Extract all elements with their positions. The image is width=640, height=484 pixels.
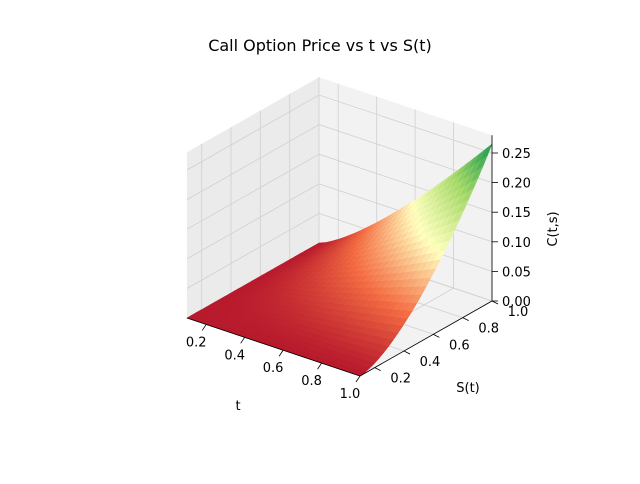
x-tick-label: 0.6 (263, 361, 284, 376)
x-tick-label: 0.2 (186, 335, 207, 350)
x-tick-mark (278, 350, 284, 357)
x-tick-label: 1.0 (340, 387, 361, 402)
y-tick-mark (374, 367, 381, 372)
x-tick-label: 0.8 (301, 374, 322, 389)
z-tick-label: 0.20 (502, 177, 531, 192)
y-tick-mark (433, 333, 440, 338)
surface-plot (186, 143, 493, 377)
y-tick-mark (491, 300, 499, 305)
chart-title: Call Option Price vs t vs S(t) (208, 36, 432, 55)
z-tick-label: 0.15 (502, 206, 531, 221)
z-tick-label: 0.25 (502, 147, 531, 162)
z-axis-label: C(t,s) (546, 211, 561, 246)
y-axis-line (359, 300, 493, 377)
x-tick-mark (201, 324, 207, 331)
y-tick-label: 0.6 (449, 338, 470, 353)
x-tick-mark (355, 375, 361, 383)
y-tick-label: 0.2 (390, 372, 411, 387)
x-axis-label: t (235, 399, 240, 414)
x-tick-mark (240, 337, 245, 344)
x-tick-label: 0.4 (224, 348, 245, 363)
y-tick-label: 1.0 (508, 305, 529, 320)
axis-lines (186, 135, 493, 377)
left-pane (187, 77, 319, 318)
z-gridline (186, 124, 493, 200)
x-axis-line (186, 317, 361, 377)
y-tick-label: 0.4 (420, 355, 441, 370)
y-axis-label: S(t) (456, 381, 480, 396)
z-tick-label: 0.00 (502, 295, 531, 310)
tick-labels: 0.20.40.60.81.00.20.40.60.81.00.000.050.… (186, 147, 531, 402)
z-tick-label: 0.05 (502, 265, 531, 280)
y-tick-mark (403, 350, 411, 355)
z-tick-label: 0.10 (502, 236, 531, 251)
y-tick-label: 0.8 (478, 322, 499, 337)
z-gridline (186, 94, 493, 171)
x-tick-mark (317, 362, 322, 370)
y-tick-mark (462, 317, 469, 322)
